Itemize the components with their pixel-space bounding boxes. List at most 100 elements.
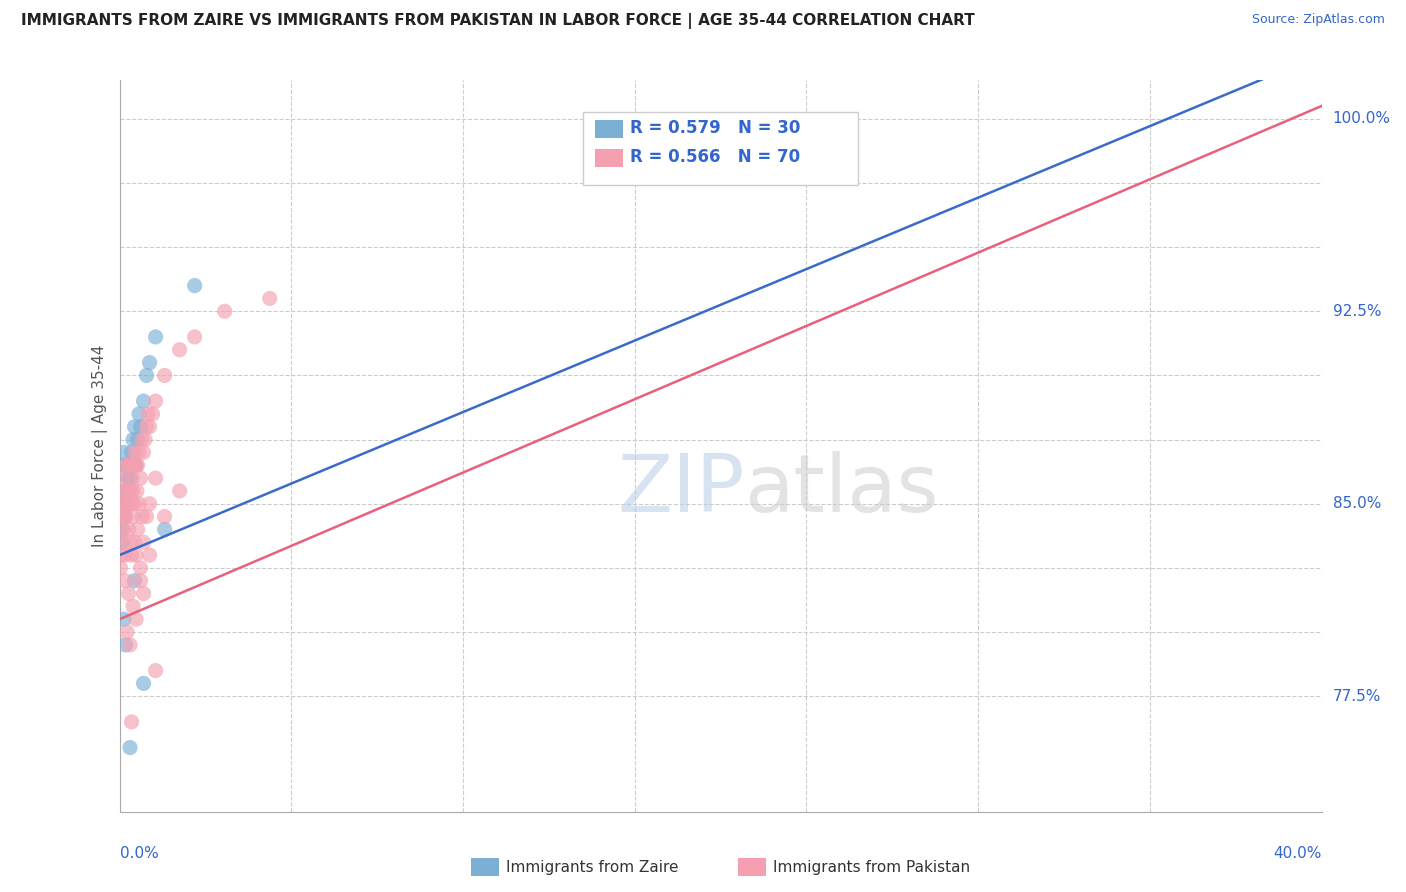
Point bbox=[118, 471, 141, 485]
Point bbox=[112, 445, 135, 459]
Point bbox=[125, 483, 148, 498]
Point bbox=[125, 458, 148, 473]
Point bbox=[142, 407, 165, 421]
Point bbox=[112, 458, 135, 473]
Point bbox=[183, 330, 205, 344]
Point bbox=[129, 574, 152, 588]
Point bbox=[112, 483, 135, 498]
Point bbox=[117, 458, 139, 473]
Point bbox=[118, 740, 141, 755]
Point bbox=[110, 535, 132, 549]
Point bbox=[135, 368, 157, 383]
Point bbox=[124, 445, 146, 459]
Point bbox=[122, 433, 145, 447]
Point bbox=[118, 483, 141, 498]
Point bbox=[114, 509, 136, 524]
Point bbox=[118, 458, 141, 473]
Point bbox=[125, 458, 148, 473]
Point bbox=[110, 509, 132, 524]
Point bbox=[153, 523, 176, 537]
Point bbox=[145, 471, 167, 485]
Point bbox=[129, 419, 152, 434]
Point bbox=[127, 458, 149, 473]
Point bbox=[124, 535, 146, 549]
Point bbox=[135, 419, 157, 434]
Point bbox=[121, 548, 143, 562]
Point bbox=[117, 523, 139, 537]
Point bbox=[122, 509, 145, 524]
Point bbox=[110, 561, 132, 575]
Point bbox=[128, 407, 150, 421]
Point bbox=[110, 548, 132, 562]
Point bbox=[121, 471, 143, 485]
Point bbox=[125, 612, 148, 626]
Point bbox=[138, 548, 160, 562]
Point bbox=[124, 419, 146, 434]
Point bbox=[112, 509, 135, 524]
Text: ZIP: ZIP bbox=[617, 450, 745, 529]
Text: IMMIGRANTS FROM ZAIRE VS IMMIGRANTS FROM PAKISTAN IN LABOR FORCE | AGE 35-44 COR: IMMIGRANTS FROM ZAIRE VS IMMIGRANTS FROM… bbox=[21, 13, 974, 29]
Point bbox=[115, 483, 138, 498]
Point bbox=[138, 419, 160, 434]
Point bbox=[121, 497, 143, 511]
Point bbox=[138, 497, 160, 511]
Point bbox=[128, 497, 150, 511]
Point bbox=[117, 497, 139, 511]
Text: 0.0%: 0.0% bbox=[120, 847, 159, 862]
Point bbox=[135, 509, 157, 524]
Point bbox=[132, 445, 155, 459]
Point bbox=[124, 574, 146, 588]
Text: 100.0%: 100.0% bbox=[1333, 112, 1391, 127]
Point bbox=[124, 497, 146, 511]
Text: R = 0.579   N = 30: R = 0.579 N = 30 bbox=[630, 120, 800, 137]
Point bbox=[127, 433, 149, 447]
Point bbox=[132, 535, 155, 549]
Point bbox=[114, 574, 136, 588]
Point bbox=[112, 471, 135, 485]
Point bbox=[114, 483, 136, 498]
Point bbox=[111, 535, 134, 549]
Point bbox=[117, 458, 139, 473]
Point bbox=[111, 523, 134, 537]
Text: R = 0.566   N = 70: R = 0.566 N = 70 bbox=[630, 148, 800, 166]
Point bbox=[131, 509, 153, 524]
Text: Immigrants from Zaire: Immigrants from Zaire bbox=[506, 860, 679, 874]
Point bbox=[145, 330, 167, 344]
Point bbox=[129, 561, 152, 575]
Point bbox=[117, 586, 139, 600]
Point bbox=[136, 407, 159, 421]
Y-axis label: In Labor Force | Age 35-44: In Labor Force | Age 35-44 bbox=[93, 345, 108, 547]
Point bbox=[131, 433, 153, 447]
Text: Source: ZipAtlas.com: Source: ZipAtlas.com bbox=[1251, 13, 1385, 27]
Text: 92.5%: 92.5% bbox=[1333, 304, 1381, 318]
Point bbox=[138, 355, 160, 369]
Point bbox=[214, 304, 236, 318]
Text: Immigrants from Pakistan: Immigrants from Pakistan bbox=[773, 860, 970, 874]
Point bbox=[132, 676, 155, 690]
Text: atlas: atlas bbox=[745, 450, 939, 529]
Point bbox=[145, 664, 167, 678]
Point bbox=[115, 497, 138, 511]
Point bbox=[118, 535, 141, 549]
Point bbox=[115, 509, 138, 524]
Point bbox=[132, 394, 155, 409]
Point bbox=[112, 612, 135, 626]
Point bbox=[122, 599, 145, 614]
Point bbox=[122, 458, 145, 473]
Point bbox=[115, 458, 138, 473]
Point bbox=[121, 445, 143, 459]
Point bbox=[153, 368, 176, 383]
Point bbox=[111, 497, 134, 511]
Point bbox=[114, 548, 136, 562]
Point bbox=[121, 714, 143, 729]
Point bbox=[115, 625, 138, 640]
Text: 85.0%: 85.0% bbox=[1333, 496, 1381, 511]
Point bbox=[114, 638, 136, 652]
Point bbox=[118, 638, 141, 652]
Point bbox=[120, 483, 142, 498]
Point bbox=[214, 869, 236, 883]
Point bbox=[132, 586, 155, 600]
Point bbox=[153, 509, 176, 524]
Point bbox=[169, 483, 191, 498]
Point bbox=[117, 471, 139, 485]
